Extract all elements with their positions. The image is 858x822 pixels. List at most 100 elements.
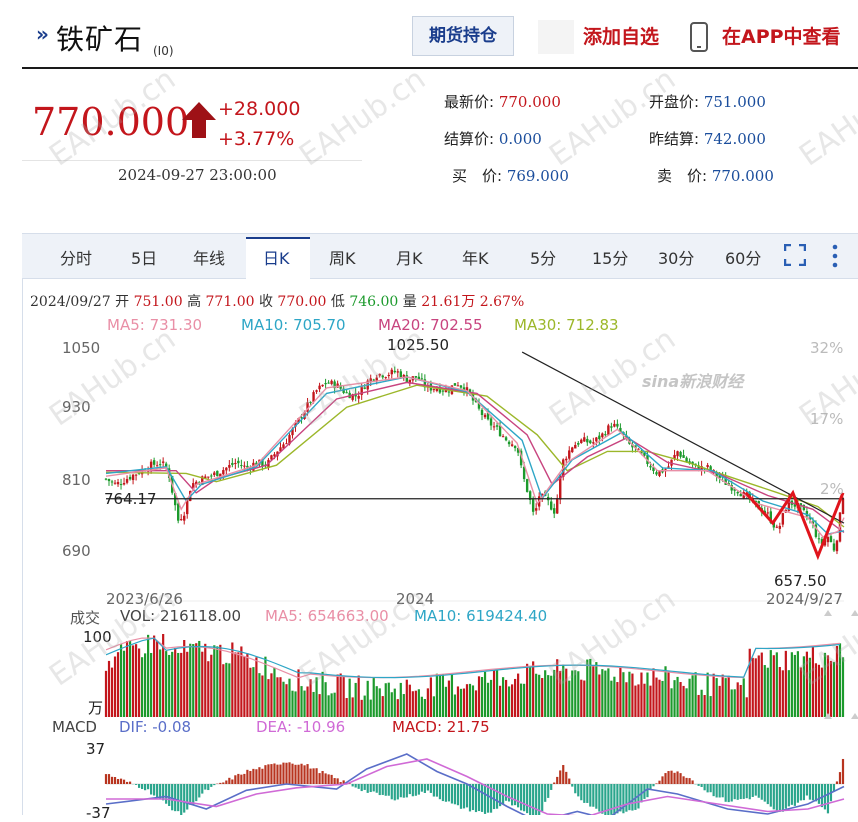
macd-bar (517, 784, 519, 807)
macd-bar (571, 784, 573, 787)
volume-bar (737, 682, 739, 717)
volume-bar (719, 686, 721, 717)
volume-bar (234, 652, 236, 717)
macd-bar (679, 773, 681, 784)
tab-6[interactable]: 年K (462, 245, 489, 269)
macd-bar (800, 784, 802, 800)
tab-3[interactable]: 日K (263, 245, 290, 269)
candle (535, 508, 537, 511)
volume-bar (481, 677, 483, 717)
macd-bar (418, 784, 420, 795)
tab-7[interactable]: 5分 (530, 245, 556, 269)
macd-bar (165, 784, 167, 804)
macd-bar (794, 784, 796, 806)
macd-bar (761, 784, 763, 800)
volume-bar (457, 686, 459, 717)
macd-bar (123, 780, 125, 784)
volume-bar (478, 676, 480, 717)
macd-bar (673, 773, 675, 784)
macd-bar (403, 784, 405, 798)
macd-bar (306, 764, 308, 784)
macd-bar (454, 784, 456, 804)
volume-bar (673, 680, 675, 717)
volume-bar (400, 683, 402, 717)
volume-bar (303, 691, 305, 717)
volume-bar (770, 650, 772, 717)
volume-bar (550, 676, 552, 717)
tab-5[interactable]: 月K (396, 245, 423, 269)
view-in-app-link[interactable]: 在APP中查看 (722, 22, 841, 49)
candle (776, 527, 778, 528)
volume-bar (210, 655, 212, 717)
tab-4[interactable]: 周K (329, 245, 356, 269)
macd-bar (309, 769, 311, 784)
more-options-icon[interactable] (832, 244, 838, 268)
macd-bar (728, 784, 730, 802)
macd-bar (704, 784, 706, 790)
macd-bar (460, 784, 462, 809)
tab-8[interactable]: 15分 (592, 245, 628, 269)
macd-bar (361, 784, 363, 791)
volume-bar (445, 687, 447, 717)
tab-1[interactable]: 5日 (131, 245, 157, 269)
volume-bar (222, 664, 224, 717)
volume-bar (439, 675, 441, 717)
candle (508, 442, 510, 444)
volume-bar (529, 667, 531, 717)
candle (213, 473, 215, 476)
macd-bar (616, 784, 618, 813)
macd-bar (478, 784, 480, 811)
volume-bar (472, 685, 474, 717)
tab-10[interactable]: 60分 (725, 245, 761, 269)
candle (177, 504, 179, 521)
header-divider (22, 67, 858, 69)
macd-bar (285, 763, 287, 784)
volume-bar (502, 677, 504, 717)
macd-bar (186, 784, 188, 810)
tab-2[interactable]: 年线 (193, 245, 225, 269)
scroll-triangle-3 (851, 713, 858, 719)
macd-bar (701, 784, 703, 787)
candle (601, 433, 603, 437)
volume-bar (670, 688, 672, 717)
candle (126, 479, 128, 483)
volume-bar (252, 667, 254, 717)
macd-bar (231, 779, 233, 784)
candle (553, 508, 555, 513)
macd-bar (219, 783, 221, 784)
tab-0[interactable]: 分时 (60, 245, 92, 269)
futures-position-button[interactable]: 期货持仓 (412, 16, 514, 56)
macd-bar (228, 778, 230, 784)
volume-bar (189, 644, 191, 717)
macd-bar (821, 784, 823, 807)
macd-bar (297, 765, 299, 784)
title-chevron-icon: » (36, 22, 49, 46)
tab-9[interactable]: 30分 (658, 245, 694, 269)
volume-bar (264, 657, 266, 717)
volume-bar (300, 686, 302, 717)
volume-bar (658, 680, 660, 717)
volume-bar (117, 652, 119, 717)
candle (108, 479, 110, 481)
vol-ma5-line (106, 638, 840, 678)
volume-bar (412, 691, 414, 717)
volume-bar (767, 668, 769, 717)
volume-bar (484, 672, 486, 717)
volume-bar (526, 664, 528, 717)
volume-bar (773, 655, 775, 717)
add-favorite-link[interactable]: 添加自选 (583, 22, 659, 49)
macd-bar (421, 784, 423, 792)
macd-bar (532, 784, 534, 815)
volume-bar (466, 684, 468, 717)
blank-button[interactable] (538, 20, 574, 54)
volume-bar (728, 676, 730, 717)
volume-bar (433, 696, 435, 717)
volume-bar (355, 683, 357, 717)
macd-bar (806, 784, 808, 796)
macd-bar (388, 784, 390, 796)
macd-bar (601, 784, 603, 814)
fullscreen-icon[interactable] (784, 244, 806, 266)
macd-bar (722, 784, 724, 797)
volume-bar (613, 677, 615, 717)
volume-bar (201, 652, 203, 717)
